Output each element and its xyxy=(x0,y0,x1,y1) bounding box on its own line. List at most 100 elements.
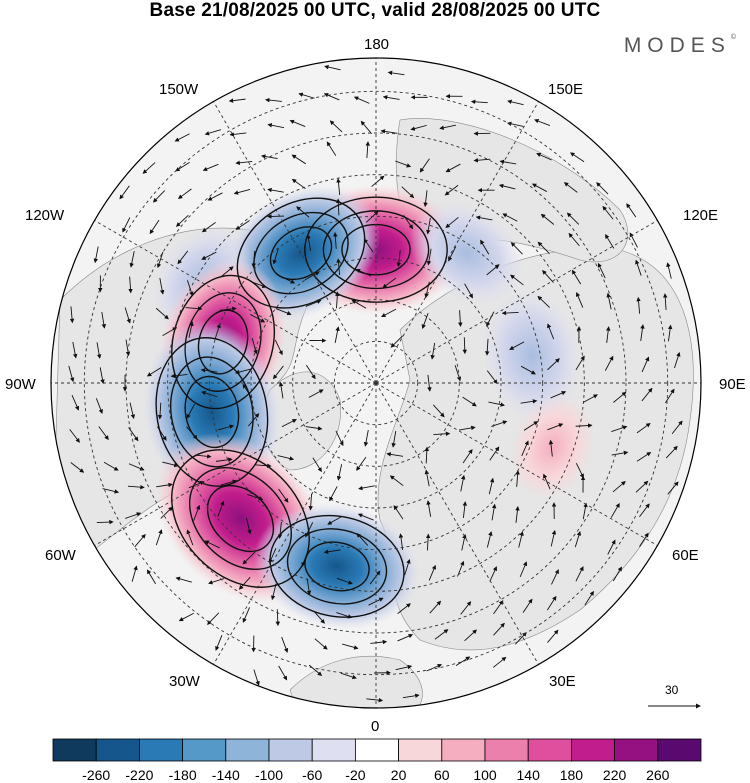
wind-vector xyxy=(336,612,353,619)
wind-vector xyxy=(174,133,190,142)
meridian-line xyxy=(375,220,658,384)
wind-vector xyxy=(520,365,536,375)
colorbar-tick-label: -220 xyxy=(125,767,153,783)
wind-vector xyxy=(575,423,593,428)
wind-vector xyxy=(470,99,488,105)
wind-vector xyxy=(204,129,222,136)
wind-vector xyxy=(201,251,217,260)
wind-vector xyxy=(323,93,340,101)
wind-vector xyxy=(342,643,359,650)
wind-vector xyxy=(70,462,85,473)
wind-vector xyxy=(157,426,167,441)
wind-vector xyxy=(547,423,564,431)
wind-vector xyxy=(571,269,582,285)
wind-vector xyxy=(355,268,372,277)
wind-vector xyxy=(336,258,341,276)
wind-vector xyxy=(537,241,550,254)
wind-vector xyxy=(439,124,456,130)
wind-vector xyxy=(220,266,234,278)
wind-vector xyxy=(425,533,431,551)
contour-atlantic-high xyxy=(171,449,310,588)
lon-label-120e: 120E xyxy=(683,207,719,224)
wind-vector xyxy=(493,622,505,636)
wind-vector xyxy=(142,162,156,174)
colorbar-tick-label: -140 xyxy=(212,767,240,783)
wind-vector xyxy=(419,158,430,173)
wind-vector xyxy=(129,402,136,420)
wind-vector xyxy=(462,396,477,407)
wind-vector xyxy=(427,374,432,392)
wind-vector xyxy=(488,401,506,407)
wind-vector xyxy=(201,222,216,233)
wind-vector xyxy=(464,629,478,642)
wind-vector xyxy=(640,324,645,341)
wind-vector xyxy=(641,387,653,402)
wind-vector xyxy=(542,270,554,283)
colorbar-tick-label: 140 xyxy=(517,767,541,783)
wind-vector xyxy=(380,129,398,134)
wind-vector xyxy=(363,238,374,253)
wind-vector xyxy=(228,98,246,103)
wind-vector xyxy=(95,398,103,414)
wind-vector xyxy=(606,292,612,310)
wind-vector xyxy=(639,532,649,548)
wind-vector xyxy=(510,274,524,286)
colorbar-swatch xyxy=(354,738,399,762)
wind-vector xyxy=(424,281,430,299)
wind-vector xyxy=(170,373,188,379)
wind-vector xyxy=(238,576,251,590)
wind-vector xyxy=(160,506,173,519)
colorbar-tick-label: 20 xyxy=(391,767,407,783)
wind-vector xyxy=(426,248,432,266)
wind-vector xyxy=(155,307,169,320)
wind-vector xyxy=(278,665,288,681)
wind-vector xyxy=(207,612,220,625)
contour-canada-high xyxy=(184,292,262,392)
wind-vector xyxy=(329,120,343,133)
wind-vector xyxy=(178,612,194,622)
wind-vector xyxy=(434,629,449,640)
wind-vector xyxy=(308,389,324,398)
wind-vector xyxy=(460,474,466,492)
wind-vector xyxy=(119,185,130,200)
wind-vector xyxy=(281,419,297,428)
wind-vector xyxy=(486,531,493,548)
wind-vector xyxy=(547,629,559,643)
wind-vector xyxy=(493,600,504,615)
wind-vector xyxy=(314,638,328,650)
vector-scale-label: 30 xyxy=(665,683,679,697)
wind-vector xyxy=(421,313,429,330)
latitude-circle xyxy=(208,215,544,551)
wind-vector xyxy=(575,566,584,582)
colorbar-tick-label: 60 xyxy=(434,767,450,783)
wind-vector xyxy=(612,566,622,582)
colorbar-swatch xyxy=(484,738,529,762)
wind-vector xyxy=(175,162,190,172)
wind-vector xyxy=(639,503,650,517)
wind-vector xyxy=(480,239,490,255)
lon-label-60e: 60E xyxy=(672,547,699,564)
wind-vector xyxy=(291,154,307,165)
wind-vector xyxy=(72,341,78,359)
wind-vector xyxy=(381,308,397,318)
colorbar-tick-label: -260 xyxy=(82,767,110,783)
wind-vector xyxy=(251,251,256,268)
latitude-circle xyxy=(83,90,669,676)
wind-vector xyxy=(636,296,641,314)
wind-vector xyxy=(485,338,490,356)
wind-vector xyxy=(305,364,316,380)
wind-vector xyxy=(458,310,463,328)
wind-vector xyxy=(515,470,520,487)
wind-vector xyxy=(253,669,260,686)
wind-vector xyxy=(499,159,517,165)
wind-vector xyxy=(305,299,322,307)
lon-label-30w: 30W xyxy=(169,673,200,690)
wind-vector xyxy=(272,248,279,265)
wind-vector xyxy=(215,457,233,462)
wind-vector xyxy=(574,530,582,548)
wind-vector xyxy=(575,355,585,371)
wind-vector xyxy=(363,430,369,447)
wind-vector xyxy=(641,356,650,373)
wind-vector xyxy=(674,351,681,369)
wind-vector xyxy=(610,502,620,518)
